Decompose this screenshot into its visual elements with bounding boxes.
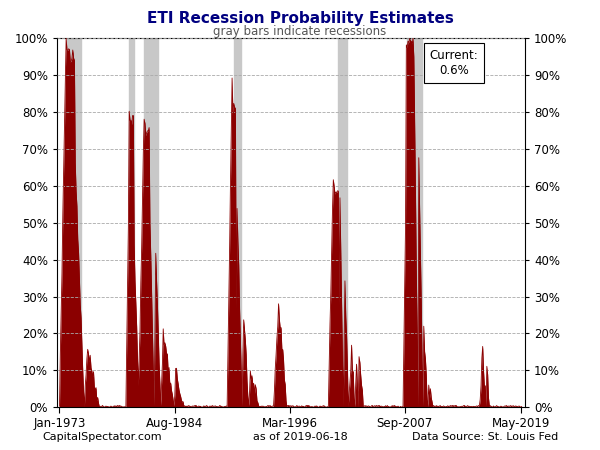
Text: as of 2019-06-18: as of 2019-06-18 — [253, 432, 347, 442]
Text: Current:
0.6%: Current: 0.6% — [430, 50, 478, 77]
Bar — [67, 38, 81, 407]
Text: CapitalSpectator.com: CapitalSpectator.com — [42, 432, 161, 442]
Text: Data Source: St. Louis Fed: Data Source: St. Louis Fed — [412, 432, 558, 442]
Text: ETI Recession Probability Estimates: ETI Recession Probability Estimates — [146, 11, 454, 26]
Bar — [407, 38, 422, 407]
Bar — [144, 38, 158, 407]
Text: gray bars indicate recessions: gray bars indicate recessions — [214, 25, 386, 38]
Bar — [338, 38, 347, 407]
Bar — [234, 38, 241, 407]
Bar — [129, 38, 134, 407]
